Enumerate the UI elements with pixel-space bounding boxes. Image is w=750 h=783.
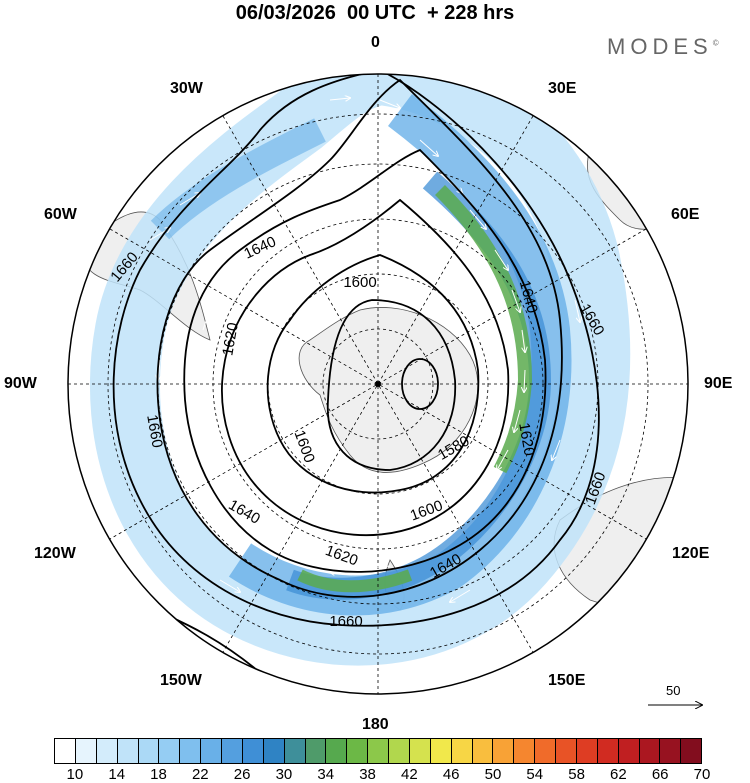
- colorbar-tick-label: 70: [693, 766, 711, 783]
- colorbar-swatch: [535, 739, 556, 763]
- antarctica: [298, 307, 479, 473]
- lon-label-60e: 60E: [671, 206, 700, 223]
- contour-label: 1620: [323, 547, 356, 564]
- lon-label-90w: 90W: [4, 375, 37, 392]
- colorbar-swatch: [326, 739, 348, 763]
- colorbar-tick-label: 30: [275, 766, 293, 783]
- colorbar-swatch: [242, 739, 264, 763]
- colorbar-swatch: [305, 739, 327, 763]
- colorbar-swatch: [368, 739, 389, 763]
- colorbar-tick-label: 62: [610, 766, 627, 783]
- colorbar-swatch: [556, 739, 577, 763]
- colorbar-swatch: [75, 739, 97, 763]
- colorbar-tick-label: 46: [442, 766, 460, 783]
- colorbar-swatch: [597, 739, 619, 763]
- colorbar-swatch: [660, 739, 682, 763]
- lon-label-120w: 120W: [34, 545, 76, 562]
- colorbar-swatch: [159, 739, 181, 763]
- wind-vectors: [149, 98, 580, 602]
- lon-label-30w: 30W: [170, 80, 203, 97]
- contour-label: 1660: [143, 413, 166, 449]
- colorbar-tick-label: 22: [191, 766, 209, 783]
- contour-label: 1620: [515, 421, 538, 457]
- lon-label-0: 0: [371, 34, 380, 51]
- map-boundary: [67, 73, 689, 695]
- lon-label-90e: 90E: [704, 375, 733, 392]
- colorbar-swatch: [639, 739, 661, 763]
- colorbar-swatch: [347, 739, 369, 763]
- colorbar-swatch: [514, 739, 536, 763]
- contour-label: 1600: [343, 274, 376, 291]
- brand-name: MODES: [607, 34, 713, 59]
- copyright-mark: ©: [712, 38, 719, 48]
- colorbar-swatch: [222, 739, 243, 763]
- colorbar-swatch: [389, 739, 410, 763]
- colorbar-swatch: [96, 739, 118, 763]
- colorbar: [54, 738, 702, 764]
- reference-vector-label: 50: [666, 683, 681, 698]
- lon-label-150w: 150W: [160, 672, 202, 689]
- lon-label-180: 180: [362, 716, 389, 733]
- colorbar-swatch: [472, 739, 494, 763]
- colorbar-tick-label: 10: [66, 766, 84, 783]
- colorbar-tick-label: 38: [359, 766, 376, 783]
- lon-label-60w: 60W: [44, 206, 77, 223]
- colorbar-tick-label: 42: [401, 766, 418, 783]
- brand-logo: MODES©: [607, 34, 719, 60]
- colorbar-tick-label: 50: [484, 766, 502, 783]
- colorbar-swatch: [284, 739, 306, 763]
- contour-label: 1620: [219, 321, 242, 357]
- colorbar-swatch: [55, 739, 76, 763]
- colorbar-tick-label: 14: [108, 766, 126, 783]
- colorbar-swatch: [117, 739, 139, 763]
- colorbar-swatch: [576, 739, 598, 763]
- colorbar-swatch: [263, 739, 285, 763]
- colorbar-swatch: [430, 739, 452, 763]
- colorbar-tick-label: 26: [233, 766, 251, 783]
- colorbar-tick-label: 34: [317, 766, 335, 783]
- lon-label-150e: 150E: [548, 672, 586, 689]
- lon-label-120e: 120E: [672, 545, 710, 562]
- contour-label: 1660: [329, 613, 362, 630]
- colorbar-swatch: [618, 739, 640, 763]
- colorbar-swatch: [180, 739, 202, 763]
- polar-map: 1660 1640 1620 1600 1580 1600 1620 1640 …: [67, 73, 750, 735]
- colorbar-swatch: [409, 739, 431, 763]
- colorbar-swatch: [681, 739, 702, 763]
- colorbar-swatch: [201, 739, 222, 763]
- colorbar-tick-label: 58: [568, 766, 585, 783]
- colorbar-tick-label: 54: [526, 766, 544, 783]
- colorbar-swatch: [493, 739, 515, 763]
- colorbar-swatch: [138, 739, 160, 763]
- lon-label-30e: 30E: [548, 80, 577, 97]
- colorbar-swatch: [451, 739, 473, 763]
- colorbar-tick-label: 18: [150, 766, 167, 783]
- colorbar-tick-label: 66: [651, 766, 669, 783]
- south-pole-marker: [375, 381, 381, 387]
- map-title: 06/03/2026 00 UTC + 228 hrs: [235, 2, 515, 24]
